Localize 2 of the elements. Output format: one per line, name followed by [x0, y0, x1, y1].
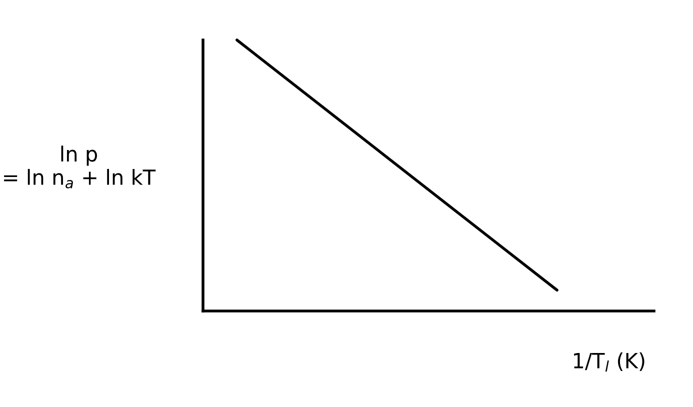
y-axis-title: ln p = ln n$_{a}$ + ln kT: [4, 146, 156, 188]
x-axis-title: 1/T$_{l}$ (K): [574, 352, 644, 372]
